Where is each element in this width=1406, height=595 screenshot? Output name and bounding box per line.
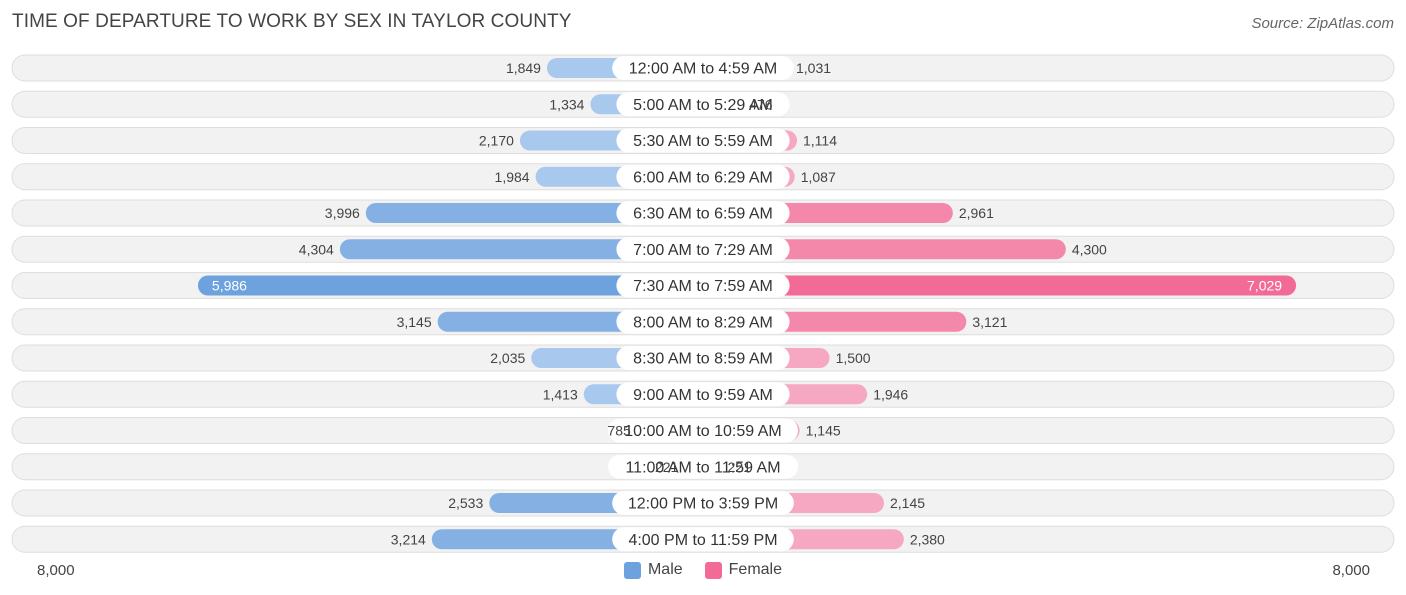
value-label-male: 1,849 (506, 60, 541, 76)
category-label-bg (608, 418, 798, 443)
legend-item-male[interactable]: Male (623, 561, 683, 579)
legend-swatch-male (623, 561, 641, 579)
value-label-female: 2,380 (910, 531, 945, 547)
category-label-bg (616, 237, 790, 262)
chart-row: 9:00 AM to 9:59 AM 1,413 1,946 (11, 380, 1395, 408)
category-label-bg (616, 346, 790, 370)
category-label: 9:00 AM to 9:59 AM (633, 387, 773, 404)
value-label-male: 2,035 (490, 350, 525, 366)
chart-row: 5:00 AM to 5:29 AM 1,334 476 (11, 90, 1395, 118)
value-label-male: 3,996 (325, 205, 360, 221)
category-label: 11:00 AM to 11:59 AM (625, 459, 780, 476)
category-label: 4:00 PM to 11:59 PM (628, 532, 777, 549)
chart-row: 12:00 AM to 4:59 AM 1,849 1,031 (11, 54, 1395, 82)
category-label-bg (616, 382, 790, 407)
chart-row: 7:00 AM to 7:29 AM 4,304 4,300 (11, 235, 1395, 263)
value-label-female: 1,031 (796, 60, 831, 76)
category-label-bg (616, 128, 790, 153)
value-label-female: 1,145 (806, 423, 841, 439)
category-label-bg (616, 164, 790, 189)
axis-max-left: 8,000 (37, 562, 75, 579)
value-label-female: 1,114 (803, 133, 837, 149)
bar-female[interactable] (693, 275, 1297, 296)
category-label-bg (616, 201, 790, 225)
category-label-bg (608, 454, 798, 479)
value-label-male: 3,214 (391, 531, 426, 547)
legend: Male Female (0, 561, 1406, 579)
value-label-male: 1,984 (495, 169, 530, 185)
category-label: 7:00 AM to 7:29 AM (633, 242, 773, 259)
category-label-bg (616, 309, 790, 334)
value-label-male: 3,145 (397, 314, 432, 330)
source-label: Source: ZipAtlas.com (1251, 15, 1394, 32)
value-label-male: 2,170 (479, 133, 514, 149)
category-label: 6:00 AM to 6:29 AM (633, 169, 773, 186)
legend-label-male: Male (647, 561, 683, 578)
value-label-female: 1,500 (836, 350, 871, 366)
chart-row: 4:00 PM to 11:59 PM 3,214 2,380 (11, 525, 1395, 553)
chart-row: 6:30 AM to 6:59 AM 3,996 2,961 (11, 199, 1395, 227)
value-label-female: 2,145 (890, 495, 925, 511)
value-label-female: 476 (749, 96, 773, 112)
category-label-bg (612, 491, 794, 515)
value-label-male: 785 (607, 423, 631, 439)
category-label-bg (612, 56, 794, 80)
category-label: 10:00 AM to 10:59 AM (624, 423, 781, 440)
category-label-bg (612, 527, 794, 552)
legend-swatch-female (704, 561, 722, 579)
chart-row: 5:30 AM to 5:59 AM 2,170 1,114 (11, 127, 1395, 154)
chart-area: 12:00 AM to 4:59 AM 1,849 1,031 5:00 AM to … (11, 54, 1395, 553)
value-label-male: 4,304 (299, 241, 334, 257)
category-label: 6:30 AM to 6:59 AM (633, 206, 773, 223)
chart-row: 7:30 AM to 7:59 AM 5,986 7,029 (11, 272, 1395, 299)
value-label-male: 5,986 (212, 278, 247, 294)
value-label-male: 1,413 (543, 386, 578, 402)
chart-title: TIME OF DEPARTURE TO WORK BY SEX IN TAYL… (12, 11, 572, 32)
value-label-female: 7,029 (1247, 278, 1282, 294)
value-label-female: 1,946 (873, 386, 908, 402)
category-label: 8:30 AM to 8:59 AM (633, 351, 773, 368)
value-label-male: 221 (655, 459, 679, 475)
chart-row: 8:30 AM to 8:59 AM 2,035 1,500 (11, 344, 1395, 372)
value-label-female: 3,121 (972, 314, 1007, 330)
category-label: 8:00 AM to 8:29 AM (633, 314, 773, 331)
axis-max-right: 8,000 (1332, 562, 1370, 579)
value-label-female: 221 (728, 459, 752, 475)
legend-label-female: Female (728, 561, 783, 578)
legend-item-female[interactable]: Female (704, 561, 783, 579)
category-label: 12:00 PM to 3:59 PM (628, 496, 778, 513)
value-label-male: 1,334 (549, 96, 584, 112)
value-label-female: 2,961 (959, 205, 994, 221)
chart-row: 12:00 PM to 3:59 PM 2,533 2,145 (11, 489, 1395, 517)
category-label: 7:30 AM to 7:59 AM (633, 278, 773, 295)
category-label: 5:30 AM to 5:59 AM (633, 133, 773, 150)
category-label: 12:00 AM to 4:59 AM (629, 61, 778, 78)
value-label-male: 2,533 (448, 495, 483, 511)
chart-row: 8:00 AM to 8:29 AM 3,145 3,121 (11, 308, 1395, 336)
bar-male[interactable] (197, 275, 713, 296)
category-label-bg (616, 273, 790, 298)
chart-row: 6:00 AM to 6:29 AM 1,984 1,087 (11, 163, 1395, 191)
category-label-bg (616, 92, 790, 117)
value-label-female: 1,087 (801, 169, 836, 185)
category-label: 5:00 AM to 5:29 AM (633, 97, 773, 114)
value-label-female: 4,300 (1072, 241, 1107, 257)
